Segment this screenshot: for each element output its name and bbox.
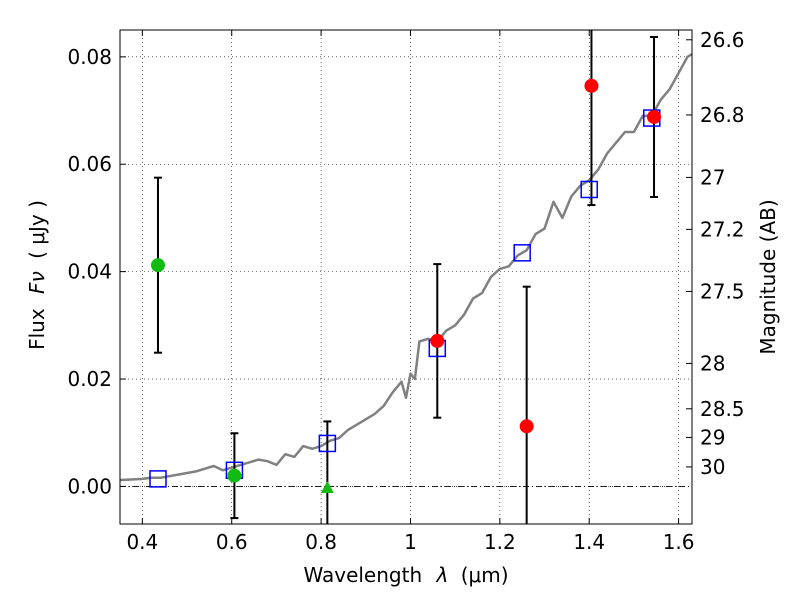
y-tick-label: 0.06	[67, 152, 112, 176]
x-tick-label: 1.6	[663, 530, 695, 554]
x-tick-label: 1.4	[573, 530, 605, 554]
errorbar-layer	[153, 30, 659, 524]
y2-tick-label: 29	[700, 425, 725, 449]
ir-data-point	[430, 333, 445, 348]
x-tick-label: 0.8	[305, 530, 337, 554]
upper-limit-point	[320, 481, 334, 494]
marker-layer	[149, 78, 662, 494]
model-photometry-point	[513, 244, 531, 262]
x-tick-label: 1.2	[484, 530, 516, 554]
x-axis-title-symbol: λ	[436, 563, 449, 587]
y2-axis-title: Magnitude (AB)	[756, 199, 780, 354]
x-tick-label: 0.6	[216, 530, 248, 554]
y2-tick-label: 27	[700, 165, 725, 189]
grid	[120, 30, 692, 524]
y-axis-title-prefix: Flux	[25, 308, 49, 350]
y-axis-ticks: 0.00 0.02 0.04 0.06 0.08	[67, 45, 126, 498]
model-photometry-point	[318, 434, 337, 453]
y-axis-title-symbol: Fν	[25, 271, 49, 294]
y2-tick-label: 28	[700, 351, 725, 375]
y2-tick-label: 26.8	[700, 103, 745, 127]
y2-tick-label: 28.5	[700, 397, 745, 421]
ir-data-point	[584, 78, 599, 93]
model-photometry-point	[580, 180, 598, 199]
x-tick-label: 0.4	[126, 530, 158, 554]
optical-data-point	[150, 258, 165, 273]
y2-axis-ticks: 26.6 26.8 27 27.2 27.5 28 28.5 29 30	[686, 28, 745, 479]
y-axis-title: Flux Fν ( μJy )	[25, 200, 49, 350]
y-tick-label: 0.00	[67, 474, 112, 498]
x-axis-title-unit: (μm)	[461, 563, 509, 587]
x-axis-title: Wavelength λ (μm)	[303, 563, 508, 587]
x-axis-title-prefix: Wavelength	[303, 563, 422, 587]
ir-data-point	[647, 109, 662, 124]
y2-tick-label: 27.2	[700, 217, 745, 241]
spectrum-layer	[119, 53, 693, 482]
x-tick-label: 1	[404, 530, 417, 554]
model-photometry-point	[149, 470, 167, 488]
optical-data-point	[227, 468, 242, 483]
model-spectrum-line	[119, 53, 693, 482]
y-tick-label: 0.02	[67, 367, 112, 391]
y-axis-title-unit: ( μJy )	[25, 200, 49, 259]
y2-tick-label: 30	[700, 455, 725, 479]
y-tick-label: 0.04	[67, 260, 112, 284]
ir-data-point	[519, 419, 534, 434]
y2-tick-label: 27.5	[700, 279, 745, 303]
x-axis-ticks: 0.4 0.6 0.8 1 1.2 1.4 1.6	[126, 30, 695, 554]
y-tick-label: 0.08	[67, 45, 112, 69]
plot-frame	[119, 29, 693, 525]
plot-background	[120, 30, 692, 524]
y2-tick-label: 26.6	[700, 28, 745, 52]
